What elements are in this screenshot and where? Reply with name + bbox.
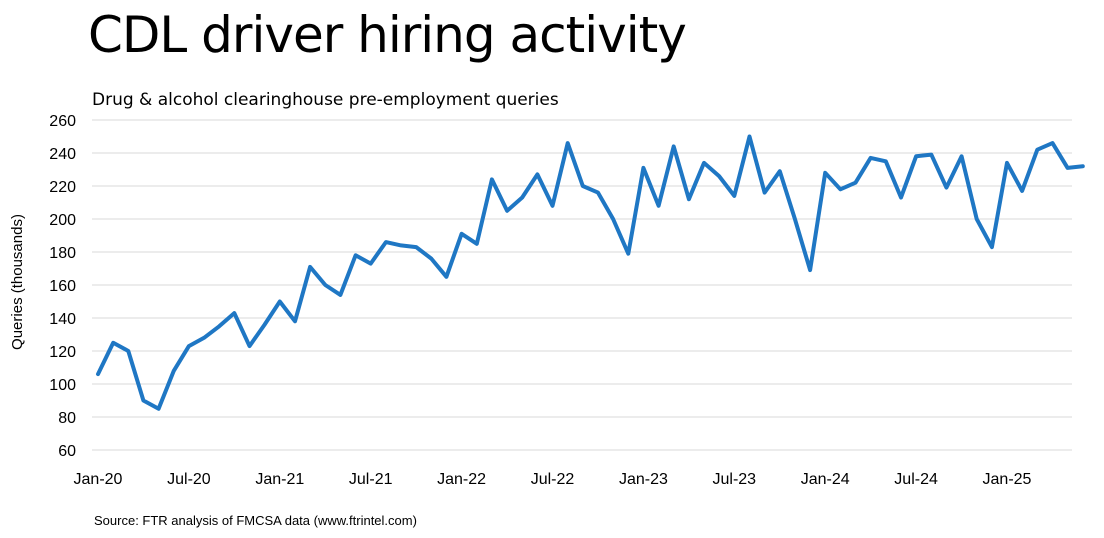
gridlines [92, 119, 1072, 451]
y-tick-label: 80 [58, 410, 76, 427]
y-tick-label: 240 [49, 146, 76, 163]
y-tick-label: 180 [49, 245, 76, 262]
y-axis-label: Queries (thousands) [9, 214, 26, 350]
source-note: Source: FTR analysis of FMCSA data (www.… [94, 513, 417, 528]
x-tick-label: Jan-24 [801, 471, 850, 488]
x-tick-label: Jul-22 [531, 471, 575, 488]
y-tick-label: 140 [49, 311, 76, 328]
x-tick-label: Jul-24 [894, 471, 938, 488]
y-tick-label: 160 [49, 278, 76, 295]
y-tick-label: 60 [58, 443, 76, 460]
x-axis-ticks: Jan-20 Jul-20 Jan-21 Jul-21 Jan-22 Jul-22 Jan-… [74, 471, 1032, 488]
x-tick-label: Jan-20 [74, 471, 123, 488]
y-tick-label: 200 [49, 212, 76, 229]
x-tick-label: Jan-22 [437, 471, 486, 488]
x-tick-label: Jan-21 [255, 471, 304, 488]
x-tick-label: Jan-25 [983, 471, 1032, 488]
chart-title: CDL driver hiring activity [88, 6, 687, 64]
x-tick-label: Jan-23 [619, 471, 668, 488]
y-axis-ticks: 60 80 100 120 140 160 180 200 220 240 260 [49, 113, 76, 460]
chart-subtitle: Drug & alcohol clearinghouse pre-employm… [92, 90, 559, 110]
x-tick-label: Jul-20 [167, 471, 211, 488]
series-line [96, 134, 1085, 411]
x-tick-label: Jul-21 [349, 471, 393, 488]
y-tick-label: 220 [49, 179, 76, 196]
x-tick-label: Jul-23 [713, 471, 757, 488]
y-tick-label: 260 [49, 113, 76, 130]
y-tick-label: 120 [49, 344, 76, 361]
y-tick-label: 100 [49, 377, 76, 394]
